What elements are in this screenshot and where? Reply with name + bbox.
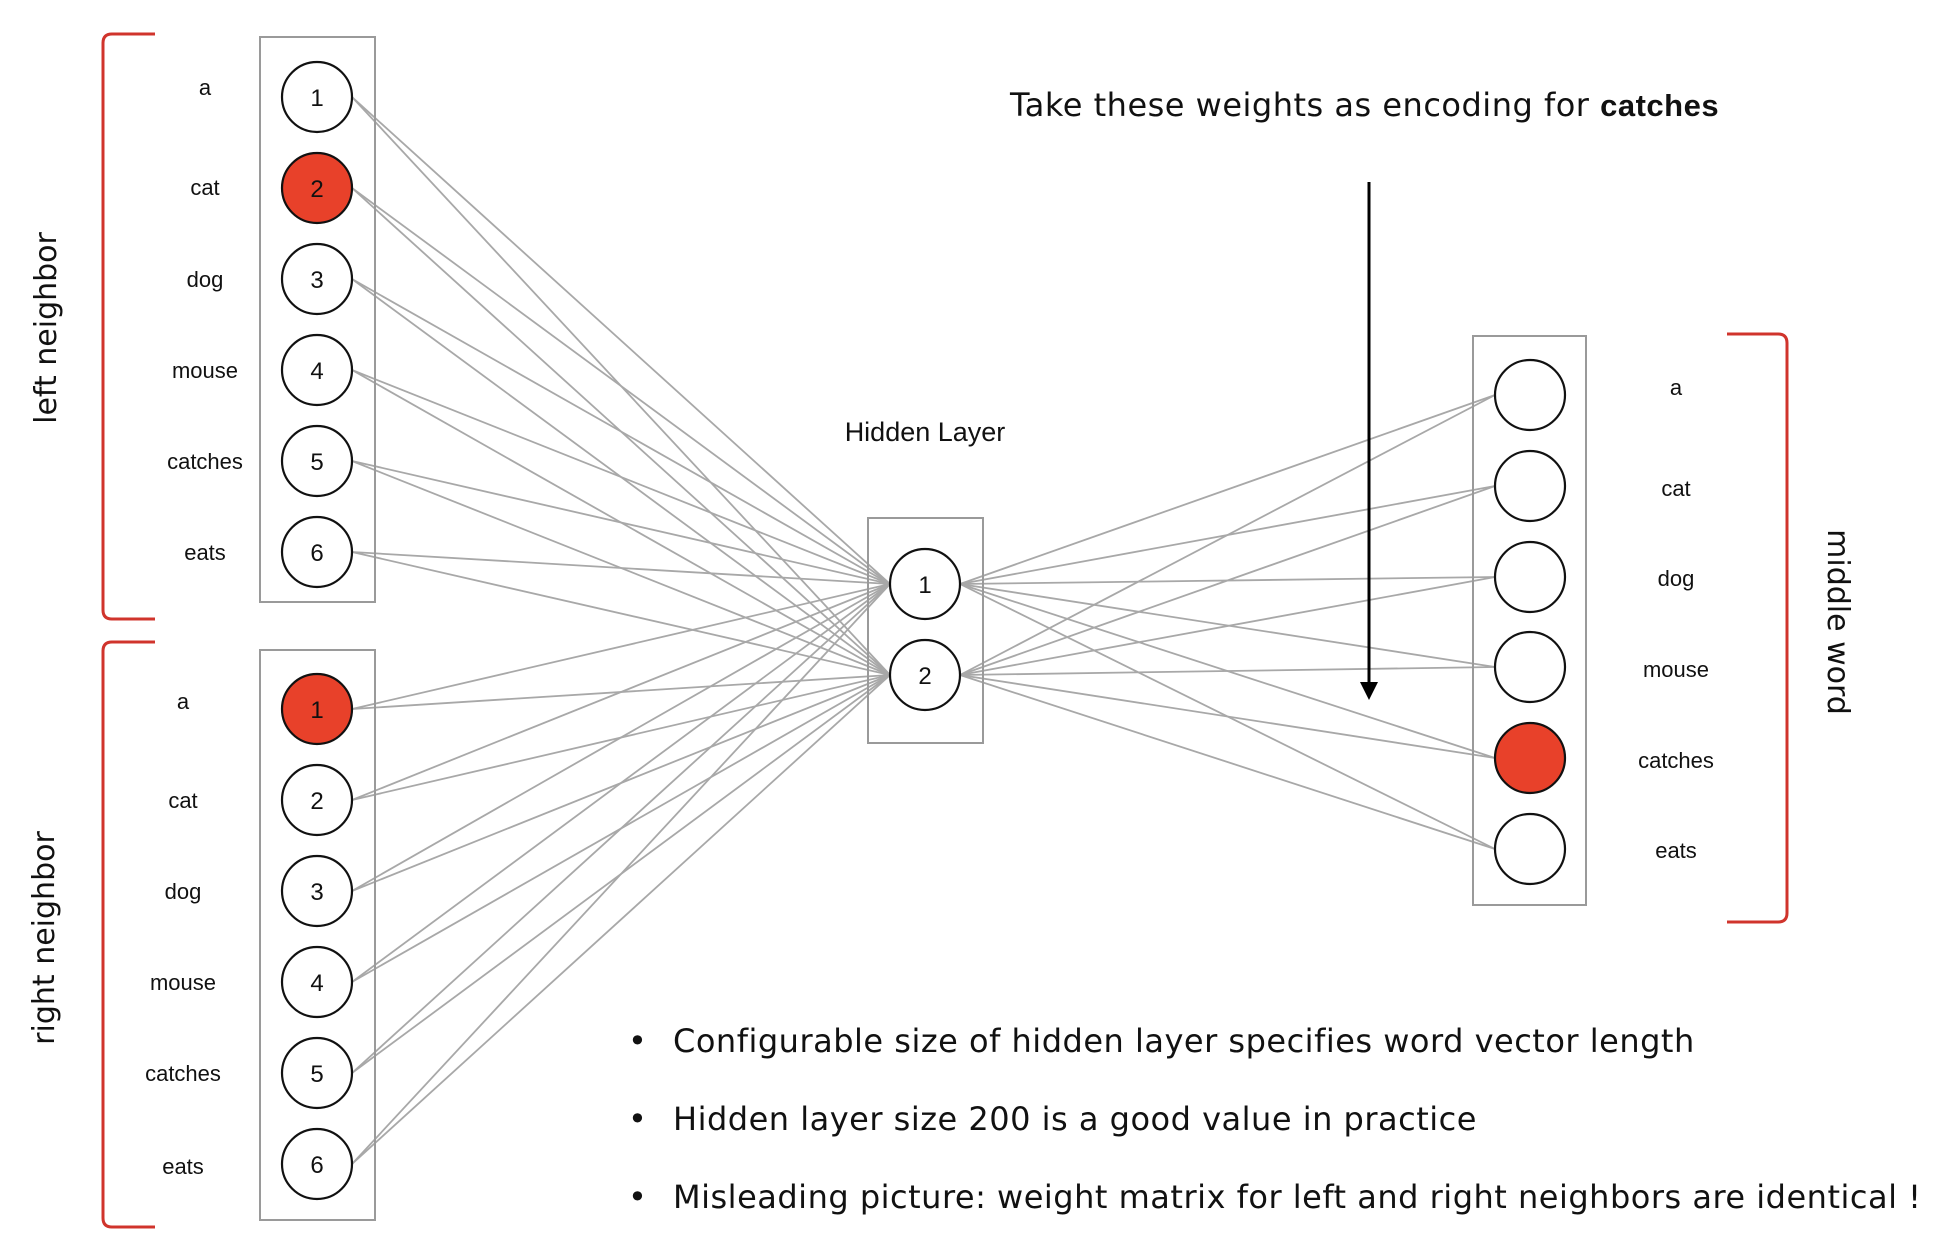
weight-edge — [352, 584, 890, 891]
output-node — [1495, 814, 1565, 884]
bullet-marker: • — [628, 1100, 647, 1138]
right-input-node-number: 6 — [310, 1152, 323, 1179]
weight-edge — [352, 188, 890, 584]
bullet-marker: • — [628, 1178, 647, 1216]
weight-edge — [352, 552, 890, 584]
right-word-label: a — [177, 689, 190, 714]
left-word-label: mouse — [172, 358, 238, 383]
headline-prefix: Take these weights as encoding for — [1010, 86, 1600, 124]
left-input-node-number: 3 — [310, 267, 323, 294]
left-input-node-number: 4 — [310, 358, 323, 385]
note-text: Misleading picture: weight matrix for le… — [673, 1178, 1921, 1216]
output-node — [1495, 360, 1565, 430]
output-word-label: a — [1670, 375, 1683, 400]
headline-word: catches — [1600, 88, 1719, 123]
output-node — [1495, 542, 1565, 612]
output-word-label: eats — [1655, 838, 1697, 863]
output-word-label: mouse — [1643, 657, 1709, 682]
note-item: • Configurable size of hidden layer speci… — [628, 1022, 1921, 1100]
left-input-node-number: 5 — [310, 449, 323, 476]
left-input-node-number: 2 — [310, 176, 323, 203]
output-word-label: catches — [1638, 748, 1714, 773]
output-node — [1495, 723, 1565, 793]
weight-edge — [352, 584, 890, 709]
word-labels: a cat dog mouse catches eats a cat dog mouse catch… — [145, 75, 1714, 1179]
right-word-label: eats — [162, 1154, 204, 1179]
hidden-node-number: 1 — [918, 572, 931, 599]
right-input-node-number: 1 — [310, 697, 323, 724]
weight-edge — [960, 395, 1495, 584]
note-text: Hidden layer size 200 is a good value in… — [673, 1100, 1477, 1138]
left-word-label: a — [199, 75, 212, 100]
weight-edge — [960, 584, 1495, 667]
left-word-label: catches — [167, 449, 243, 474]
right-input-node-number: 4 — [310, 970, 323, 997]
weight-edge — [352, 584, 890, 800]
note-item: • Misleading picture: weight matrix for l… — [628, 1178, 1921, 1256]
right-input-node-number: 2 — [310, 788, 323, 815]
connection-edges — [352, 97, 1495, 1164]
right-neighbor-label: right neighbor — [27, 831, 62, 1045]
output-word-label: cat — [1661, 476, 1690, 501]
weight-edge — [960, 486, 1495, 584]
weight-edge — [960, 577, 1495, 584]
right-word-label: catches — [145, 1061, 221, 1086]
left-word-label: dog — [187, 267, 224, 292]
output-node — [1495, 632, 1565, 702]
right-word-label: mouse — [150, 970, 216, 995]
left-input-node-number: 6 — [310, 540, 323, 567]
right-word-label: cat — [168, 788, 197, 813]
middle-word-label: middle word — [1820, 529, 1855, 715]
left-word-label: cat — [190, 175, 219, 200]
weight-edge — [960, 584, 1495, 849]
notes-list: • Configurable size of hidden layer speci… — [628, 1022, 1921, 1256]
note-item: • Hidden layer size 200 is a good value i… — [628, 1100, 1921, 1178]
weight-edge — [960, 584, 1495, 758]
output-word-label: dog — [1658, 566, 1695, 591]
left-neighbor-label: left neighbor — [29, 231, 64, 423]
arrow-head — [1360, 682, 1378, 700]
left-input-node-number: 1 — [310, 85, 323, 112]
weight-edge — [352, 584, 890, 982]
right-input-node-number: 3 — [310, 879, 323, 906]
weight-edge — [960, 675, 1495, 849]
left-neighbor-bracket — [103, 34, 155, 619]
note-text: Configurable size of hidden layer specif… — [673, 1022, 1695, 1060]
weight-edge — [352, 97, 890, 584]
right-input-node-number: 5 — [310, 1061, 323, 1088]
weight-edge — [352, 370, 890, 584]
bullet-marker: • — [628, 1022, 647, 1060]
middle-word-bracket — [1727, 334, 1787, 922]
weight-edge — [352, 584, 890, 1073]
output-node — [1495, 451, 1565, 521]
weight-edge — [352, 461, 890, 584]
encoding-headline: Take these weights as encoding for catch… — [1010, 86, 1719, 124]
left-word-label: eats — [184, 540, 226, 565]
hidden-node-number: 2 — [918, 663, 931, 690]
right-neighbor-bracket — [103, 642, 155, 1227]
weight-edge — [352, 279, 890, 584]
right-word-label: dog — [165, 879, 202, 904]
hidden-layer-title: Hidden Layer — [845, 417, 1006, 447]
